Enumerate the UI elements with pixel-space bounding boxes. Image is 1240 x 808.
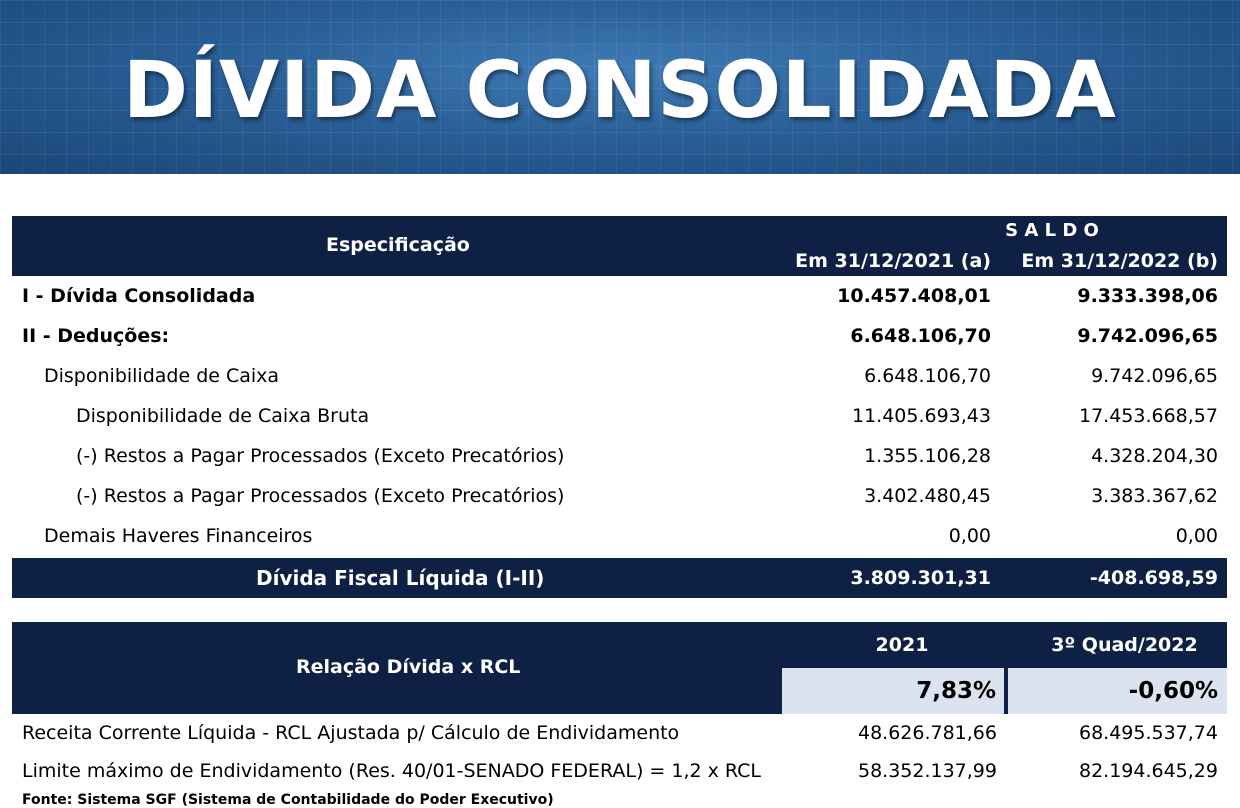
row-value-2022: 82.194.645,29 xyxy=(1078,760,1218,782)
row-value-2021: 58.352.137,99 xyxy=(857,760,997,782)
row-value-2022: 0,00 xyxy=(1175,525,1218,547)
total-value-2021: 3.809.301,31 xyxy=(850,567,991,589)
table-row-restos-pagar-1: (-) Restos a Pagar Processados (Exceto P… xyxy=(12,436,1227,476)
row-value-2022: 3.383.367,62 xyxy=(1091,485,1218,507)
col-header-2021: Em 31/12/2021 (a) xyxy=(795,250,991,272)
total-label: Dívida Fiscal Líquida (I-II) xyxy=(256,566,545,590)
col-header-saldo: S A L D O xyxy=(1005,220,1099,241)
rcl-title: Relação Dívida x RCL xyxy=(296,656,521,678)
rcl-pct-2021: 7,83% xyxy=(916,678,996,704)
table-row-limite-endividamento: Limite máximo de Endividamento (Res. 40/… xyxy=(12,752,1227,790)
banner-grid-pattern xyxy=(0,0,1240,174)
source-note: Fonte: Sistema SGF (Sistema de Contabili… xyxy=(22,792,554,808)
table-row-divida-consolidada: I - Dívida Consolidada 10.457.408,01 9.3… xyxy=(12,276,1227,316)
row-label: Disponibilidade de Caixa Bruta xyxy=(76,405,370,427)
row-value-2021: 6.648.106,70 xyxy=(864,365,991,387)
total-value-2022: -408.698,59 xyxy=(1089,567,1218,589)
table-row-restos-pagar-2: (-) Restos a Pagar Processados (Exceto P… xyxy=(12,476,1227,516)
rcl-pct-2022: -0,60% xyxy=(1128,678,1218,704)
row-value-2022: 68.495.537,74 xyxy=(1078,722,1218,744)
rcl-pct-cell-2021: 7,83% xyxy=(782,668,1004,714)
row-value-2022: 4.328.204,30 xyxy=(1091,445,1218,467)
row-value-2022: 17.453.668,57 xyxy=(1078,405,1218,427)
row-label: Demais Haveres Financeiros xyxy=(44,525,313,547)
row-value-2021: 0,00 xyxy=(948,525,991,547)
row-label: Limite máximo de Endividamento (Res. 40/… xyxy=(22,760,762,782)
row-label: II - Deduções: xyxy=(22,325,170,347)
title-banner: DÍVIDA CONSOLIDADA xyxy=(0,0,1240,174)
row-label: Receita Corrente Líquida - RCL Ajustada … xyxy=(22,722,680,744)
table-row-rcl: Receita Corrente Líquida - RCL Ajustada … xyxy=(12,714,1227,752)
table-row-caixa-bruta: Disponibilidade de Caixa Bruta 11.405.69… xyxy=(12,396,1227,436)
table-row-deducoes: II - Deduções: 6.648.106,70 9.742.096,65 xyxy=(12,316,1227,356)
row-label: Disponibilidade de Caixa xyxy=(44,365,280,387)
row-value-2022: 9.333.398,06 xyxy=(1077,285,1218,307)
rcl-pct-cell-2022: -0,60% xyxy=(1008,668,1227,714)
rcl-col-3quad-2022: 3º Quad/2022 xyxy=(1051,634,1198,656)
row-value-2021: 10.457.408,01 xyxy=(837,285,991,307)
table-row-demais-haveres: Demais Haveres Financeiros 0,00 0,00 xyxy=(12,516,1227,556)
row-label: (-) Restos a Pagar Processados (Exceto P… xyxy=(76,445,565,467)
row-label: (-) Restos a Pagar Processados (Exceto P… xyxy=(76,485,565,507)
page-title: DÍVIDA CONSOLIDADA xyxy=(123,46,1117,136)
row-label: I - Dívida Consolidada xyxy=(22,285,256,307)
table-row-disponibilidade-caixa: Disponibilidade de Caixa 6.648.106,70 9.… xyxy=(12,356,1227,396)
table-row-divida-fiscal-liquida: Dívida Fiscal Líquida (I-II) 3.809.301,3… xyxy=(12,558,1227,598)
debt-table-header: Especificação S A L D O Em 31/12/2021 (a… xyxy=(12,216,1227,276)
col-header-specification: Especificação xyxy=(326,234,470,256)
row-value-2022: 9.742.096,65 xyxy=(1077,325,1218,347)
rcl-col-2021: 2021 xyxy=(875,634,929,656)
row-value-2021: 3.402.480,45 xyxy=(864,485,991,507)
row-value-2021: 1.355.106,28 xyxy=(864,445,991,467)
row-value-2021: 11.405.693,43 xyxy=(851,405,991,427)
row-value-2021: 48.626.781,66 xyxy=(857,722,997,744)
row-value-2022: 9.742.096,65 xyxy=(1091,365,1218,387)
col-header-2022: Em 31/12/2022 (b) xyxy=(1021,250,1218,272)
row-value-2021: 6.648.106,70 xyxy=(850,325,991,347)
